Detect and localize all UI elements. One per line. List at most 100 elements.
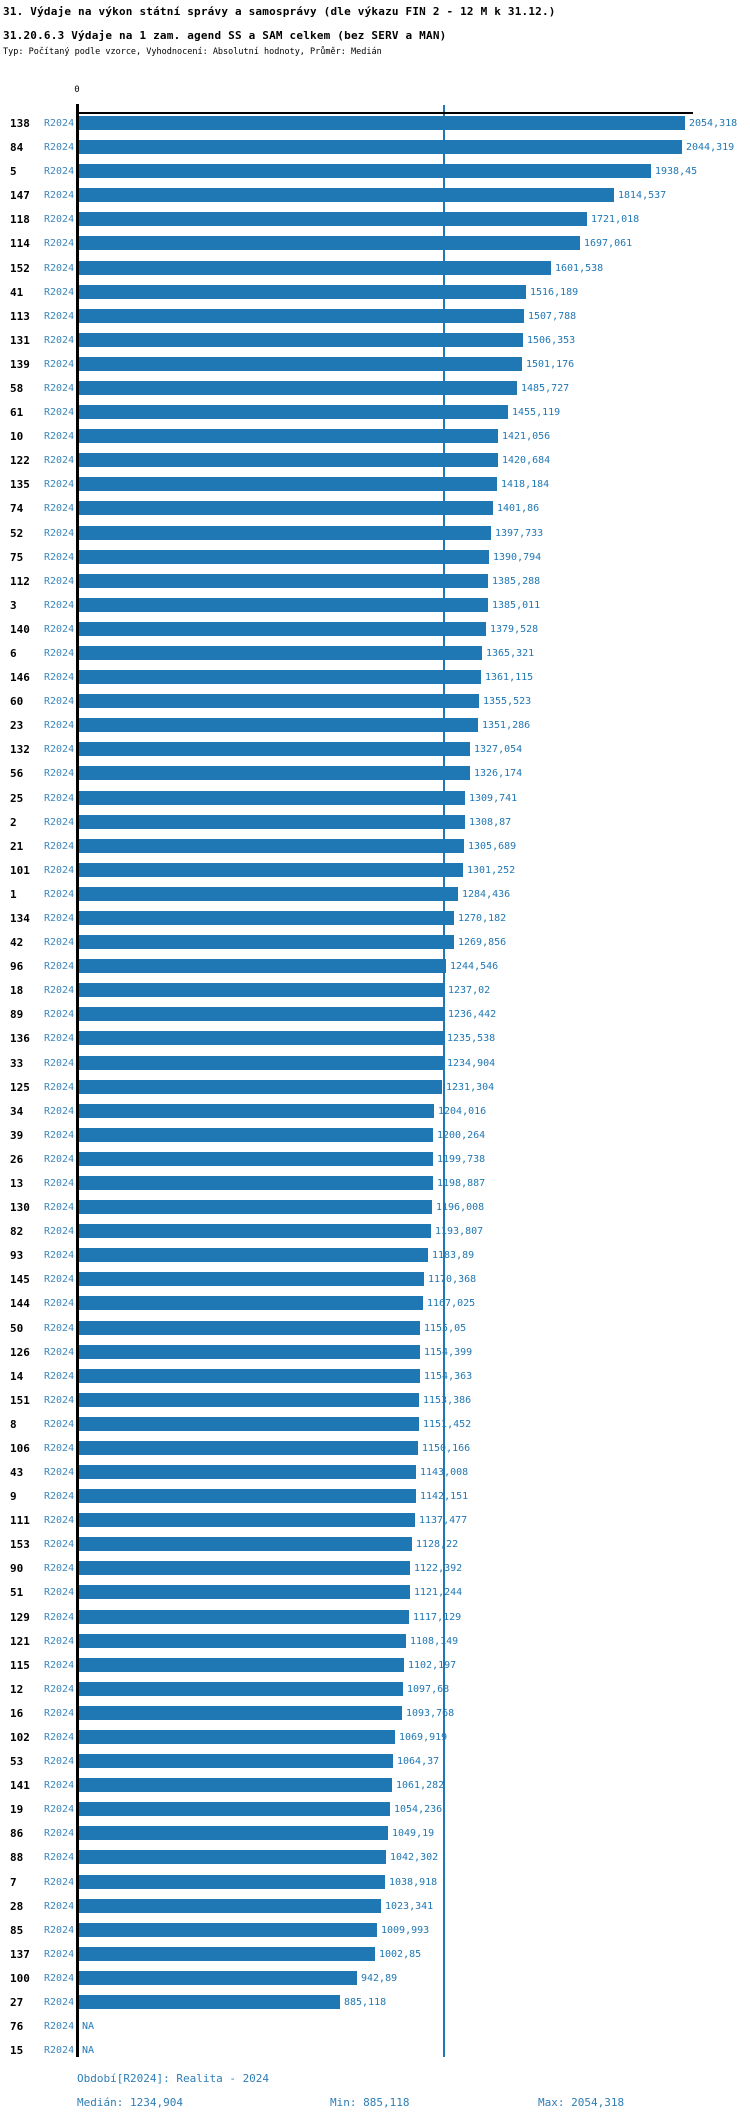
bar-value-label: 1397,733 [495, 528, 544, 539]
row-id-label: 7 [10, 1876, 17, 1889]
bar [79, 453, 498, 467]
row-period-label: R2024 [44, 1058, 75, 1069]
bar-value-label: 885,118 [344, 1997, 387, 2008]
row-period-label: R2024 [44, 1684, 75, 1695]
row-period-label: R2024 [44, 1395, 75, 1406]
bar-value-label: 1421,056 [502, 431, 551, 442]
row-period-label: R2024 [44, 1877, 75, 1888]
bar [79, 1417, 419, 1431]
bar [79, 1393, 419, 1407]
bar-value-label: 1064,37 [397, 1756, 440, 1767]
row-id-label: 8 [10, 1418, 17, 1431]
row-period-label: R2024 [44, 1033, 75, 1044]
bar-value-label: 1506,353 [527, 335, 576, 346]
bar-row: 39 R2024 1200,264 [0, 1128, 750, 1142]
row-id-label: 21 [10, 840, 24, 853]
row-period-label: R2024 [44, 624, 75, 635]
bar-value-label: 1097,68 [407, 1684, 450, 1695]
bar-row: 147 R2024 1814,537 [0, 188, 750, 202]
bar-value-label: 1379,528 [490, 624, 539, 635]
bar-row: 9 R2024 1142,151 [0, 1489, 750, 1503]
x-axis-line [76, 112, 693, 114]
row-period-label: R2024 [44, 937, 75, 948]
row-period-label: R2024 [44, 552, 75, 563]
row-id-label: 88 [10, 1851, 24, 1864]
bar [79, 1537, 412, 1551]
bar [79, 983, 444, 997]
bar [79, 1610, 409, 1624]
row-period-label: R2024 [44, 1130, 75, 1141]
row-id-label: 23 [10, 719, 24, 732]
bar-row: 90 R2024 1122,392 [0, 1561, 750, 1575]
bar-value-label: 1049,19 [392, 1828, 435, 1839]
row-period-label: R2024 [44, 1371, 75, 1382]
row-period-label: R2024 [44, 1491, 75, 1502]
row-period-label: R2024 [44, 383, 75, 394]
bar-value-label: 1420,684 [502, 455, 551, 466]
row-id-label: 60 [10, 695, 24, 708]
bar-row: 125 R2024 1231,304 [0, 1080, 750, 1094]
bar-value-label: 1351,286 [482, 720, 531, 731]
bar-row: 134 R2024 1270,182 [0, 911, 750, 925]
bar-value-label: 1069,919 [399, 1732, 448, 1743]
bar-row: 19 R2024 1054,236 [0, 1802, 750, 1816]
row-period-label: R2024 [44, 793, 75, 804]
bar [79, 1465, 416, 1479]
row-period-label: R2024 [44, 311, 75, 322]
row-id-label: 51 [10, 1586, 24, 1599]
bar-row: 111 R2024 1137,477 [0, 1513, 750, 1527]
bar-row: 16 R2024 1093,768 [0, 1706, 750, 1720]
bar-row: 136 R2024 1235,538 [0, 1031, 750, 1045]
median-reference-line [443, 105, 445, 2057]
row-id-label: 6 [10, 647, 17, 660]
bar-value-label: 1023,341 [385, 1901, 434, 1912]
row-id-label: 58 [10, 382, 24, 395]
bar-row: 115 R2024 1102,197 [0, 1658, 750, 1672]
row-period-label: R2024 [44, 1636, 75, 1647]
bar [79, 1995, 340, 2009]
bar-row: 101 R2024 1301,252 [0, 863, 750, 877]
bar-value-label: 1193,807 [435, 1226, 484, 1237]
row-period-label: R2024 [44, 672, 75, 683]
bar-value-label: 1196,008 [436, 1202, 485, 1213]
bar-row: 152 R2024 1601,538 [0, 261, 750, 275]
bar [79, 1296, 423, 1310]
bar-value-label: 1501,176 [526, 359, 575, 370]
bar-value-label: 1154,363 [424, 1371, 473, 1382]
row-id-label: 85 [10, 1924, 24, 1937]
row-period-label: R2024 [44, 238, 75, 249]
bar-row: 56 R2024 1326,174 [0, 766, 750, 780]
bar [79, 236, 580, 250]
bar [79, 526, 491, 540]
bar [79, 574, 488, 588]
bar-row: 21 R2024 1305,689 [0, 839, 750, 853]
row-period-label: R2024 [44, 2045, 75, 2056]
row-id-label: 136 [10, 1032, 30, 1045]
row-id-label: 52 [10, 527, 24, 540]
row-id-label: 27 [10, 1996, 24, 2009]
bar-value-label: 1155,05 [424, 1323, 467, 1334]
bar-value-label: 1385,011 [492, 600, 541, 611]
row-period-label: R2024 [44, 1009, 75, 1020]
bar-row: 138 R2024 2054,318 [0, 116, 750, 130]
bar-row: 118 R2024 1721,018 [0, 212, 750, 226]
row-period-label: R2024 [44, 817, 75, 828]
bar-row: 42 R2024 1269,856 [0, 935, 750, 949]
bar-value-label: 1102,197 [408, 1660, 457, 1671]
bar [79, 285, 526, 299]
row-period-label: R2024 [44, 190, 75, 201]
bar [79, 1369, 420, 1383]
bar [79, 429, 498, 443]
row-id-label: 16 [10, 1707, 24, 1720]
bar-row: 75 R2024 1390,794 [0, 550, 750, 564]
row-id-label: 53 [10, 1755, 24, 1768]
bar [79, 1971, 357, 1985]
footer-period-label: Období[R2024]: Realita - 2024 [77, 2072, 270, 2085]
bar-value-label: 2054,318 [689, 118, 738, 129]
bar-row: 129 R2024 1117,129 [0, 1610, 750, 1624]
row-id-label: 84 [10, 141, 24, 154]
bar-value-label: 1061,282 [396, 1780, 445, 1791]
bar-value-label: 1054,236 [394, 1804, 443, 1815]
bar-row: 52 R2024 1397,733 [0, 526, 750, 540]
row-id-label: 43 [10, 1466, 24, 1479]
